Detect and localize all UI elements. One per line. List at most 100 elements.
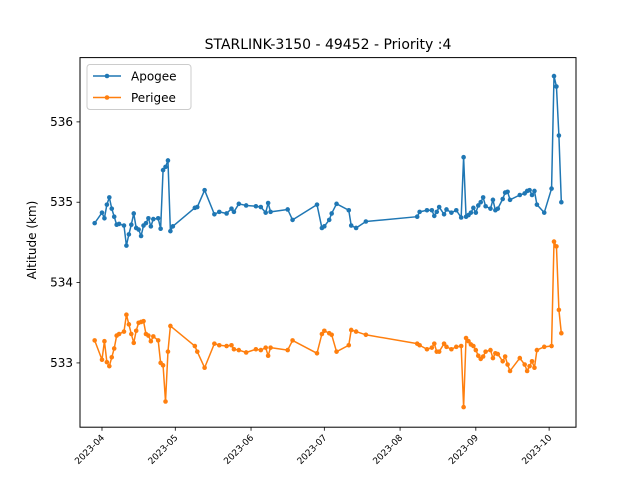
perigee-point-49 [329, 332, 334, 338]
perigee-point-30 [202, 365, 207, 371]
apogee-point-84 [505, 189, 510, 195]
perigee-point-24 [160, 363, 166, 368]
apogee-point-42 [265, 200, 271, 206]
apogee-point-74 [475, 203, 481, 208]
perigee-point-97 [559, 330, 564, 336]
apogee-point-37 [236, 201, 242, 207]
apogee-point-46 [314, 202, 320, 207]
y-tick-label-535: 535 [50, 195, 73, 209]
apogee-point-93 [541, 210, 547, 215]
y-tick-label-534: 534 [50, 276, 73, 290]
perigee-point-96 [556, 307, 562, 313]
apogee-point-73 [473, 210, 479, 215]
apogee-point-48 [322, 224, 327, 229]
perigee-point-33 [224, 343, 229, 349]
apogee-point-25 [163, 164, 168, 170]
apogee-point-35 [229, 206, 234, 211]
apogee-point-62 [436, 204, 442, 210]
perigee-point-75 [480, 354, 486, 359]
apogee-point-85 [507, 197, 513, 203]
legend: Apogee Perigee [86, 64, 192, 110]
apogee-point-6 [111, 214, 117, 219]
perigee-point-11 [126, 322, 132, 327]
apogee-point-43 [268, 209, 273, 215]
perigee-point-89 [529, 359, 535, 364]
apogee-point-36 [231, 209, 237, 215]
perigee-point-47 [322, 328, 327, 334]
apogee-point-12 [129, 222, 134, 228]
apogee-point-90 [529, 192, 535, 198]
perigee-point-19 [146, 333, 151, 338]
perigee-point-10 [124, 312, 129, 318]
perigee-point-28 [192, 343, 198, 349]
apogee-point-23 [158, 226, 163, 232]
apogee-point-98 [559, 199, 564, 205]
axes-frame [79, 57, 577, 428]
apogee-point-77 [483, 203, 488, 209]
perigee-point-72 [473, 347, 479, 353]
perigee-point-41 [265, 353, 271, 358]
apogee-point-38 [243, 203, 249, 208]
perigee-point-64 [449, 346, 454, 352]
perigee-point-76 [483, 349, 488, 354]
apogee-point-41 [263, 210, 268, 215]
apogee-point-24 [160, 167, 166, 173]
perigee-point-52 [348, 327, 354, 333]
perigee-point-27 [168, 323, 173, 329]
apogee-point-92 [534, 202, 540, 207]
perigee-point-21 [151, 334, 156, 339]
apogee-point-66 [453, 207, 459, 213]
apogee-point-40 [258, 204, 264, 210]
perigee-point-12 [129, 331, 134, 337]
apogee-point-68 [461, 154, 466, 160]
apogee-point-45 [290, 217, 295, 223]
perigee-point-84 [507, 368, 513, 374]
perigee-point-37 [243, 350, 249, 355]
apogee-point-65 [449, 210, 454, 215]
apogee-point-52 [346, 207, 352, 213]
apogee-point-27 [168, 228, 173, 234]
apogee-point-82 [500, 196, 506, 202]
apogee-point-10 [124, 243, 129, 248]
perigee-point-1 [99, 357, 105, 363]
apogee-point-53 [348, 223, 354, 228]
apogee-point-26 [165, 158, 171, 163]
perigee-point-73 [475, 353, 481, 358]
perigee-point-4 [107, 363, 112, 369]
perigee-point-42 [268, 345, 273, 350]
chart-title: STARLINK-3150 - 49452 - Priority :4 [205, 37, 452, 53]
apogee-point-75 [478, 199, 484, 205]
apogee-point-20 [148, 224, 154, 229]
apogee-point-78 [488, 206, 493, 211]
perigee-point-38 [253, 346, 259, 352]
perigee-point-65 [453, 344, 459, 350]
apogee-point-57 [417, 209, 422, 215]
apogee-point-67 [458, 215, 464, 220]
perigee-point-87 [524, 368, 530, 374]
apogee-point-81 [495, 206, 501, 211]
legend-marker-apogee [104, 73, 110, 79]
apogee-point-59 [429, 207, 435, 213]
perigee-point-13 [131, 340, 137, 346]
legend-label-apogee: Apogee [131, 69, 177, 83]
perigee-point-25 [163, 399, 168, 404]
perigee-point-78 [490, 355, 496, 361]
perigee-point-91 [534, 347, 540, 353]
perigee-point-50 [334, 349, 339, 354]
perigee-point-14 [133, 328, 139, 334]
perigee-point-61 [436, 349, 442, 354]
apogee-point-28 [170, 224, 176, 229]
apogee-point-3 [104, 202, 110, 207]
apogee-point-58 [424, 207, 430, 213]
perigee-point-71 [471, 343, 476, 349]
apogee-point-55 [363, 219, 369, 224]
perigee-point-80 [495, 351, 501, 357]
apogee-point-19 [146, 216, 151, 221]
apogee-point-31 [202, 187, 207, 193]
perigee-point-82 [502, 354, 508, 359]
y-axis: 533 534 535 536 [50, 115, 80, 370]
y-tick-label-536: 536 [50, 115, 73, 129]
perigee-point-62 [441, 341, 447, 346]
apogee-point-8 [116, 221, 122, 227]
